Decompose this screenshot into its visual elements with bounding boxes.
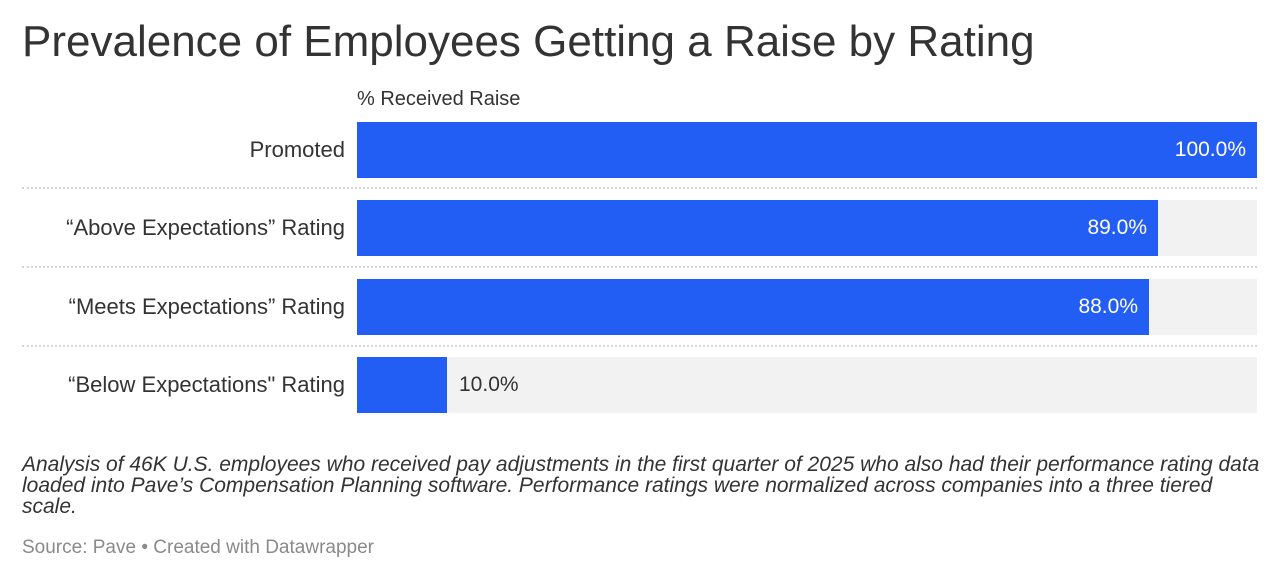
bar [357, 122, 1257, 178]
chart-title: Prevalence of Employees Getting a Raise … [22, 17, 1035, 66]
bar [357, 279, 1149, 335]
chart-notes: Analysis of 46K U.S. employees who recei… [22, 453, 1260, 518]
value-label: 10.0% [459, 373, 519, 396]
value-label: 100.0% [1174, 138, 1246, 161]
bar-track: 10.0% [357, 357, 1257, 413]
value-label: 88.0% [1078, 295, 1138, 318]
row-label: “Meets Expectations” Rating [68, 294, 345, 319]
row-label: “Above Expectations” Rating [66, 215, 345, 240]
row-label: “Below Expectations" Rating [68, 372, 345, 397]
bar-row: “Meets Expectations” Rating 88.0% [0, 279, 1280, 335]
bar-row: “Above Expectations” Rating 89.0% [0, 200, 1280, 256]
row-divider [22, 266, 1257, 268]
bar-track: 89.0% [357, 200, 1257, 256]
bar-track: 100.0% [357, 122, 1257, 178]
bar-row: “Below Expectations" Rating 10.0% [0, 357, 1280, 413]
bar-row: Promoted 100.0% [0, 122, 1280, 178]
row-label: Promoted [249, 137, 345, 162]
value-label: 89.0% [1087, 216, 1147, 239]
row-divider [22, 187, 1257, 189]
bar [357, 200, 1158, 256]
bar-track: 88.0% [357, 279, 1257, 335]
column-header: % Received Raise [357, 88, 521, 110]
row-divider [22, 345, 1257, 347]
source-credit: Source: Pave • Created with Datawrapper [22, 537, 374, 558]
bar [357, 357, 447, 413]
